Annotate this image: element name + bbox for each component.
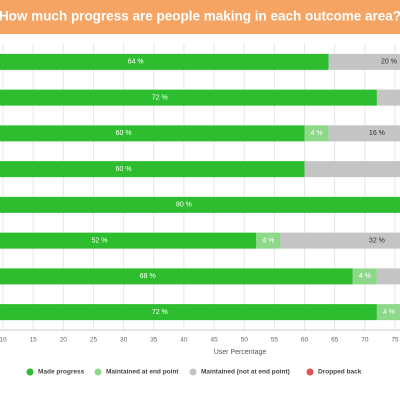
legend-label: Dropped back bbox=[318, 369, 362, 376]
x-tick-label: 20 bbox=[60, 337, 68, 344]
bar-segment bbox=[0, 161, 305, 178]
data-label: 4 % bbox=[383, 309, 395, 316]
bar-segment bbox=[352, 268, 377, 285]
chart-title: How much progress are people making in e… bbox=[0, 9, 400, 24]
data-label: 32 % bbox=[369, 237, 385, 244]
legend-label: Maintained (not at end point) bbox=[201, 369, 290, 376]
bar-segment bbox=[304, 161, 400, 178]
x-tick-label: 30 bbox=[120, 337, 128, 344]
x-axis-label: User Percentage bbox=[214, 349, 267, 356]
title-banner bbox=[0, 0, 400, 34]
legend-swatch bbox=[94, 368, 102, 376]
bar-segment bbox=[0, 268, 353, 285]
bar-segment bbox=[0, 53, 329, 70]
data-label: 72 % bbox=[152, 309, 168, 316]
data-label: 64 % bbox=[128, 59, 144, 66]
data-label: 68 % bbox=[140, 273, 156, 280]
x-tick-label: 60 bbox=[301, 337, 309, 344]
bar-segment bbox=[280, 232, 400, 249]
legend-label: Maintained at end point bbox=[106, 369, 179, 376]
bar-segment bbox=[0, 89, 377, 106]
data-label: 4 % bbox=[262, 237, 274, 244]
bar-segment bbox=[0, 125, 305, 142]
legend-label: Made progress bbox=[38, 369, 85, 376]
bar-segment bbox=[0, 232, 257, 249]
data-label: 52 % bbox=[92, 237, 108, 244]
bar-segment bbox=[328, 125, 400, 142]
bar-segment bbox=[0, 304, 377, 321]
x-tick-label: 15 bbox=[30, 337, 38, 344]
data-label: 4 % bbox=[359, 273, 371, 280]
bar-segment bbox=[328, 53, 400, 70]
x-tick-label: 40 bbox=[180, 337, 188, 344]
bar-segment bbox=[304, 125, 329, 142]
data-label: 16 % bbox=[369, 130, 385, 137]
x-tick-label: 10 bbox=[0, 337, 7, 344]
data-label: 60 % bbox=[116, 166, 132, 173]
legend-swatch bbox=[189, 368, 197, 376]
x-tick-label: 45 bbox=[210, 337, 218, 344]
x-tick-label: 25 bbox=[90, 337, 98, 344]
x-tick-label: 35 bbox=[150, 337, 158, 344]
legend-swatch bbox=[306, 368, 314, 376]
x-tick-label: 75 bbox=[391, 337, 399, 344]
data-label: 20 % bbox=[381, 59, 397, 66]
data-label: 80 % bbox=[176, 202, 192, 209]
x-tick-label: 70 bbox=[361, 337, 369, 344]
legend-swatch bbox=[26, 368, 34, 376]
x-tick-label: 65 bbox=[331, 337, 339, 344]
bar-segment bbox=[0, 196, 400, 213]
data-label: 72 % bbox=[152, 94, 168, 101]
x-tick-label: 50 bbox=[241, 337, 249, 344]
bar-segment bbox=[256, 232, 281, 249]
bar-segment bbox=[376, 268, 400, 285]
bar-segment bbox=[376, 304, 400, 321]
x-tick-label: 55 bbox=[271, 337, 279, 344]
bar-segment bbox=[376, 89, 400, 106]
data-label: 4 % bbox=[311, 130, 323, 137]
data-label: 60 % bbox=[116, 130, 132, 137]
